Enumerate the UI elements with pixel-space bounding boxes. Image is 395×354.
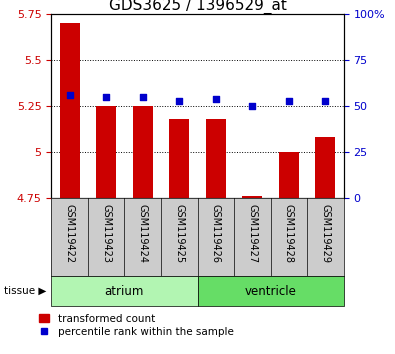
Bar [96,106,116,198]
Point [249,103,256,109]
Text: tissue ▶: tissue ▶ [4,286,46,296]
Point [286,98,292,103]
Bar [315,137,335,198]
Bar [60,23,80,198]
FancyBboxPatch shape [51,276,198,306]
Point [176,98,182,103]
Text: GSM119429: GSM119429 [320,205,330,263]
Text: GSM119422: GSM119422 [65,205,75,264]
Text: GSM119423: GSM119423 [101,205,111,263]
Point [103,94,109,100]
Text: GSM119426: GSM119426 [211,205,221,263]
Bar [206,119,226,198]
Text: ventricle: ventricle [245,285,297,298]
Bar [279,152,299,198]
Bar [242,196,262,198]
Bar [169,119,189,198]
Legend: transformed count, percentile rank within the sample: transformed count, percentile rank withi… [37,312,235,339]
Text: GSM119427: GSM119427 [247,205,257,264]
Point [66,92,73,98]
Text: GSM119425: GSM119425 [174,205,184,264]
Text: atrium: atrium [105,285,144,298]
FancyBboxPatch shape [198,276,344,306]
Point [139,94,146,100]
Bar [133,106,153,198]
Point [322,98,329,103]
Title: GDS3625 / 1396529_at: GDS3625 / 1396529_at [109,0,286,14]
Text: GSM119424: GSM119424 [138,205,148,263]
Point [213,96,219,102]
Text: GSM119428: GSM119428 [284,205,294,263]
